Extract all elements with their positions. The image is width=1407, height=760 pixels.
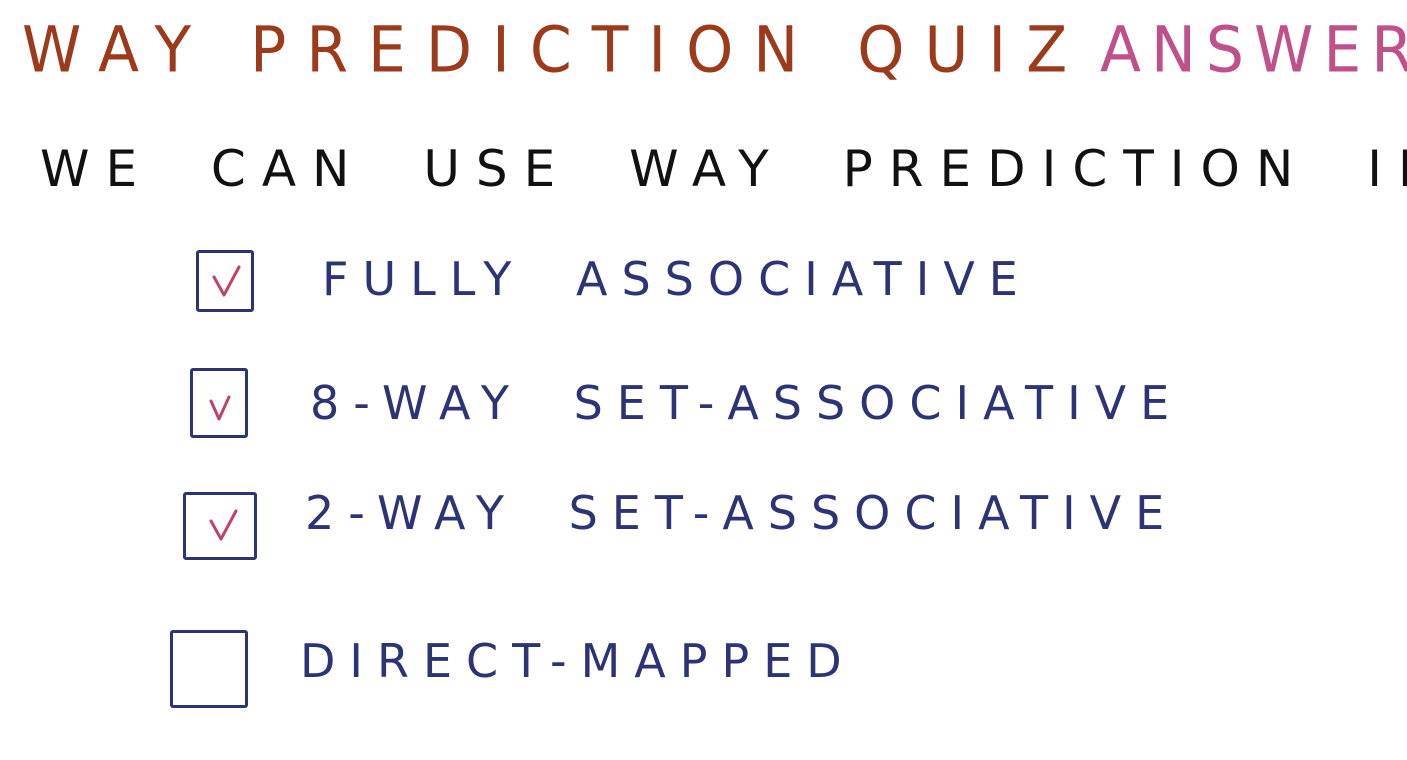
checkbox[interactable]	[183, 492, 257, 560]
option-label: 2-WAY SET-ASSOCIATIVE	[305, 486, 1179, 540]
checkbox[interactable]	[190, 368, 248, 438]
checkmark-icon	[209, 509, 238, 541]
option-label: FULLY ASSOCIATIVE	[322, 252, 1032, 306]
checkbox[interactable]	[170, 630, 248, 708]
checkmark-icon	[209, 395, 231, 421]
checkmark-icon	[212, 265, 241, 297]
option-label: DIRECT-MAPPED	[300, 634, 856, 688]
option-label: 8-WAY SET-ASSOCIATIVE	[310, 376, 1184, 430]
title-row: WAY PREDICTION QUIZ ANSWER	[22, 14, 1407, 94]
quiz-title: WAY PREDICTION QUIZ	[22, 14, 1088, 88]
answer-label: ANSWER	[1100, 14, 1407, 88]
question-text: WE CAN USE WAY PREDICTION IN	[40, 140, 1407, 198]
checkbox[interactable]	[196, 250, 254, 312]
